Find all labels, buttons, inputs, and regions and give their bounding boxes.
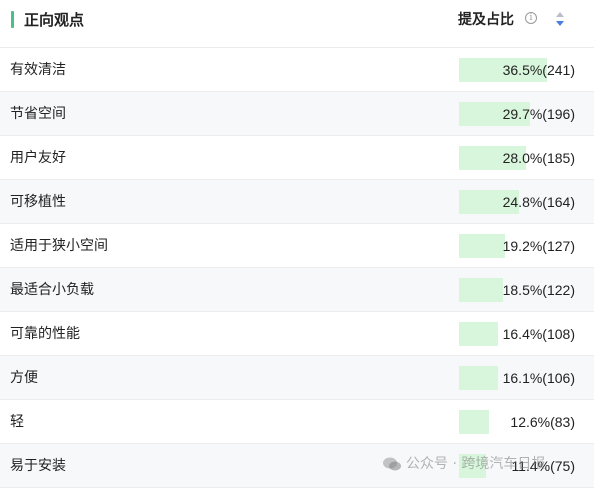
sort-icon[interactable]: [555, 11, 565, 27]
ratio-bar: [459, 146, 526, 170]
table-row: 可靠的性能 16.4%(108): [0, 312, 594, 356]
wechat-icon: [383, 457, 401, 471]
opinion-label: 可移植性: [10, 194, 66, 210]
ratio-value: 16.4%(108): [502, 326, 575, 342]
opinion-label: 有效清洁: [10, 62, 66, 78]
ratio-bar: [459, 234, 505, 258]
ratio-value: 24.8%(164): [502, 194, 575, 210]
opinion-label: 节省空间: [10, 106, 66, 122]
table-row: 方便 16.1%(106): [0, 356, 594, 400]
opinion-label: 最适合小负载: [10, 282, 94, 298]
ratio-bar: [459, 454, 486, 478]
table-row: 用户友好 28.0%(185): [0, 136, 594, 180]
watermark: 公众号 · 跨境汽车日报: [382, 453, 545, 475]
ratio-value: 18.5%(122): [502, 282, 575, 298]
table-row: 适用于狭小空间 19.2%(127): [0, 224, 594, 268]
ratio-value: 19.2%(127): [502, 238, 575, 254]
table-row: 可移植性 24.8%(164): [0, 180, 594, 224]
table-row: 轻 12.6%(83): [0, 400, 594, 444]
header-accent-bar: [11, 11, 14, 28]
opinion-label: 轻: [10, 414, 24, 430]
ratio-value: 12.6%(83): [510, 414, 575, 430]
opinion-label: 适用于狭小空间: [10, 238, 108, 254]
mention-ratio-column-header[interactable]: 提及占比: [458, 12, 514, 28]
table-row: 易于安装 11.4%(75): [0, 444, 594, 488]
ratio-bar: [459, 366, 498, 390]
opinion-label: 用户友好: [10, 150, 66, 166]
watermark-text: 公众号 · 跨境汽车日报: [406, 456, 546, 472]
ratio-bar: [459, 278, 503, 302]
ratio-value: 16.1%(106): [502, 370, 575, 386]
ratio-value: 29.7%(196): [502, 106, 575, 122]
opinion-label: 易于安装: [10, 458, 66, 474]
table-row: 有效清洁 36.5%(241): [0, 48, 594, 92]
ratio-bar: [459, 410, 489, 434]
opinion-label: 方便: [10, 370, 38, 386]
table-row: 最适合小负载 18.5%(122): [0, 268, 594, 312]
ratio-bar: [459, 102, 530, 126]
table-header: 正向观点 提及占比 i: [0, 0, 594, 48]
panel-title: 正向观点: [24, 11, 85, 29]
table-row: 节省空间 29.7%(196): [0, 92, 594, 136]
ratio-value: 11.4%(75): [511, 458, 575, 474]
opinion-label: 可靠的性能: [10, 326, 80, 342]
ratio-bar: [459, 190, 519, 214]
ratio-bar: [459, 58, 547, 82]
ratio-value: 28.0%(185): [502, 150, 575, 166]
ratio-bar: [459, 322, 498, 346]
info-icon[interactable]: i: [525, 12, 537, 24]
ratio-value: 36.5%(241): [502, 62, 575, 78]
